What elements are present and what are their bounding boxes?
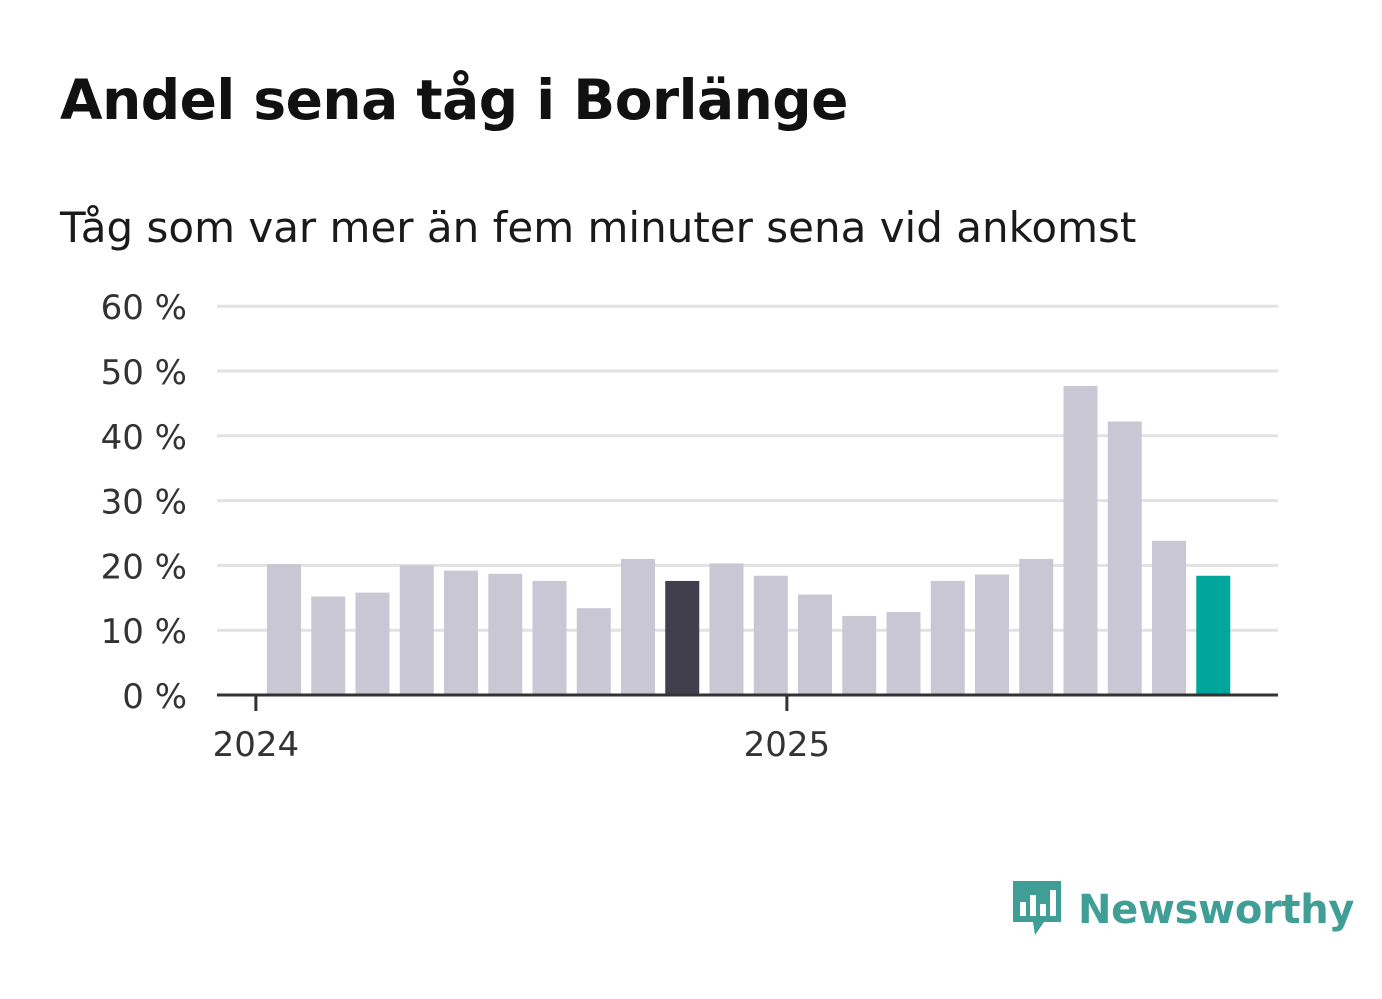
- newsworthy-wordmark: Newsworthy: [1078, 887, 1355, 933]
- bar-2025-01: [798, 594, 832, 695]
- bar-2025-07: [1063, 385, 1098, 695]
- y-tick-label: 40 %: [101, 418, 187, 458]
- bars: [267, 385, 1231, 695]
- axes: 0 % 10 % 20 % 30 % 40 % 50 % 60 % 2024 2025: [101, 288, 1278, 765]
- bar-2024-05: [444, 570, 478, 695]
- bar-2025-05: [975, 574, 1009, 695]
- bar-2024-10: [665, 580, 700, 695]
- bar-2024-04: [399, 565, 434, 695]
- bar-2025-10: [1196, 575, 1231, 695]
- bar-2024-02: [311, 596, 346, 695]
- bar-2025-06: [1019, 558, 1054, 695]
- newsworthy-logo-icon: [1010, 878, 1064, 942]
- bar-2024-12: [753, 575, 788, 695]
- gridlines: [217, 304, 1278, 632]
- y-tick-label: 20 %: [101, 547, 187, 587]
- x-tick-label: 2025: [744, 725, 831, 765]
- bar-2024-01: [267, 564, 301, 695]
- bar-2024-09: [621, 558, 655, 695]
- bar-2025-03: [886, 612, 921, 695]
- y-tick-label: 10 %: [101, 612, 187, 652]
- y-tick-label: 60 %: [101, 288, 187, 328]
- y-tick-label: 0 %: [122, 677, 187, 717]
- chart-subtitle: Tåg som var mer än fem minuter sena vid …: [60, 203, 1137, 252]
- bar-2025-02: [842, 615, 877, 695]
- bar-2024-03: [355, 592, 390, 695]
- newsworthy-brand[interactable]: Newsworthy: [1010, 878, 1355, 942]
- bar-2025-04: [930, 580, 965, 695]
- bar-2024-11: [709, 563, 744, 695]
- bar-2024-08: [576, 608, 611, 695]
- bar-2024-06: [488, 573, 523, 695]
- y-tick-label: 50 %: [101, 353, 187, 393]
- y-tick-label: 30 %: [101, 483, 187, 523]
- chart-title: Andel sena tåg i Borlänge: [60, 68, 848, 132]
- bar-2024-07: [532, 580, 567, 695]
- bar-2025-08: [1107, 421, 1142, 695]
- bar-2025-09: [1152, 540, 1186, 695]
- x-tick-label: 2024: [213, 725, 300, 765]
